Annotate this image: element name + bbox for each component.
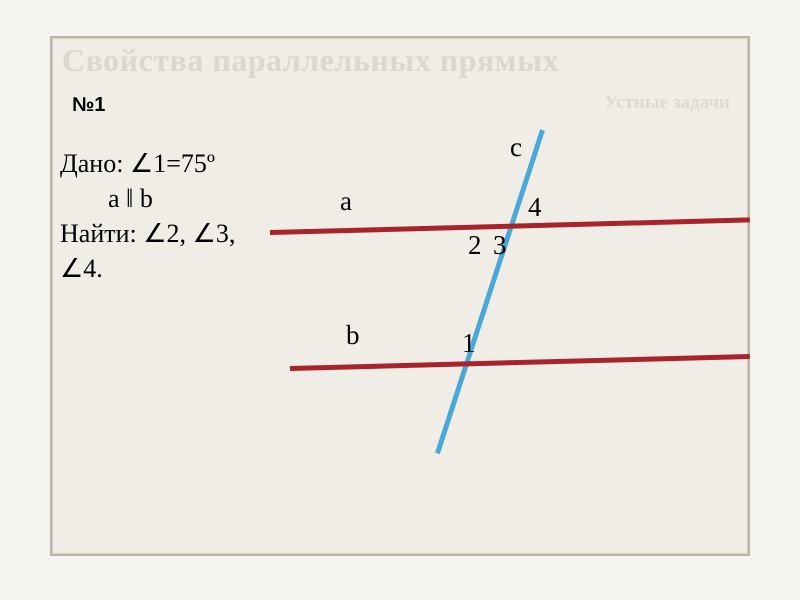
given-line-2: a ‖ b (60, 181, 235, 216)
problem-number: №1 (72, 94, 105, 117)
geometry-diagram: a b c 1 2 3 4 (250, 120, 770, 500)
label-b: b (346, 320, 360, 351)
find-line-1: Найти: ∠2, ∠3, (60, 216, 235, 251)
problem-statement: Дано: ∠1=75º a ‖ b Найти: ∠2, ∠3, ∠4. (60, 146, 235, 286)
label-a: a (340, 186, 352, 217)
find-line-2: ∠4. (60, 251, 235, 286)
slide-title: Свойства параллельных прямых (62, 42, 559, 79)
transversal-line-c (435, 129, 545, 454)
angle-label-1: 1 (462, 328, 476, 359)
angle-label-4: 4 (528, 192, 542, 223)
label-c: c (510, 132, 522, 163)
angle-label-2: 2 (468, 230, 482, 261)
slide-subtitle: Устные задачи (604, 92, 730, 114)
angle-label-3: 3 (493, 230, 507, 261)
parallel-line-b (290, 354, 750, 371)
given-line-1: Дано: ∠1=75º (60, 146, 235, 181)
